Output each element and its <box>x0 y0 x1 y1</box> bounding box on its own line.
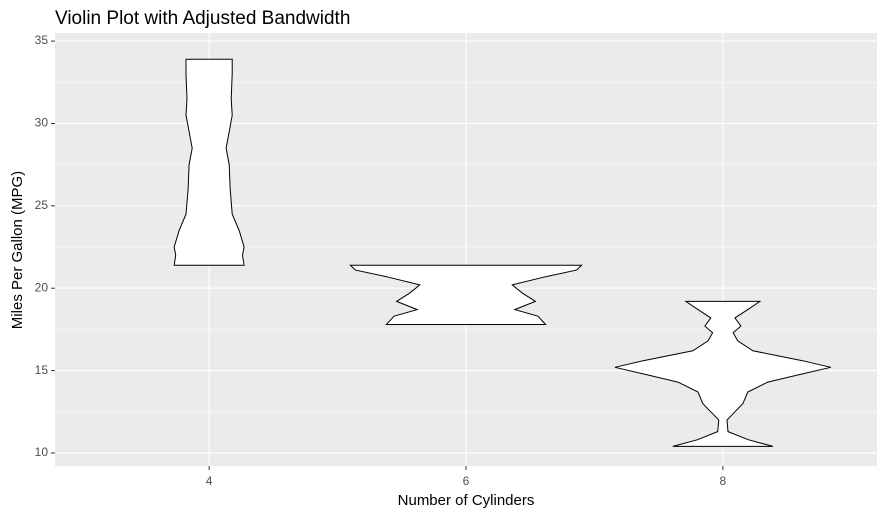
y-tick-label: 30 <box>35 116 49 130</box>
y-tick-label: 20 <box>35 280 49 294</box>
x-tick-label: 8 <box>720 474 727 488</box>
y-tick-label: 15 <box>35 363 49 377</box>
violin <box>349 264 583 325</box>
x-axis-title: Number of Cylinders <box>398 492 535 509</box>
y-tick-label: 35 <box>35 33 49 47</box>
y-axis-title: Miles Per Gallon (MPG) <box>9 171 26 329</box>
violin <box>614 300 831 447</box>
chart-title: Violin Plot with Adjusted Bandwidth <box>55 8 350 29</box>
violin <box>173 58 245 266</box>
x-tick-label: 6 <box>463 474 470 488</box>
x-tick-label: 4 <box>206 474 213 488</box>
y-tick-label: 10 <box>35 445 49 459</box>
y-tick-label: 25 <box>35 198 49 212</box>
